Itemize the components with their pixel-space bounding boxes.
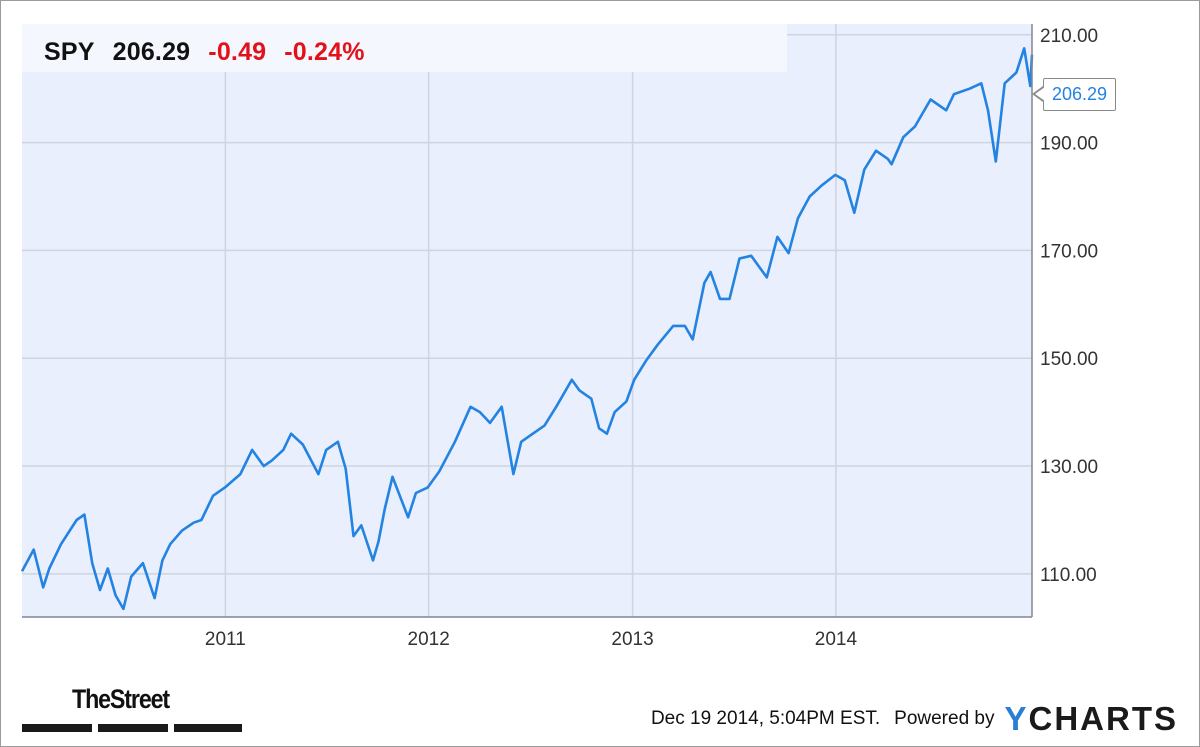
ycharts-logo-y: Y <box>1004 700 1029 737</box>
price-change: -0.49 <box>208 37 267 66</box>
price-series-line <box>20 46 1034 611</box>
y-tick-label: 130.00 <box>1040 457 1098 478</box>
y-tick-label: 150.00 <box>1040 349 1098 370</box>
last-price-marker: 206.29 <box>1031 78 1117 111</box>
x-tick-label: 2014 <box>815 629 858 650</box>
ycharts-logo-text: CHARTS <box>1028 700 1178 737</box>
quote-header-background <box>22 24 787 72</box>
x-tick-label: 2011 <box>205 629 246 650</box>
thestreet-logo: TheStreet <box>72 684 170 714</box>
powered-by-label: Powered by <box>894 708 995 729</box>
x-tick-label: 2013 <box>611 629 653 650</box>
timestamp: Dec 19 2014, 5:04PM EST. <box>650 708 881 729</box>
y-tick-label: 210.00 <box>1040 26 1098 47</box>
last-price: 206.29 <box>112 37 191 66</box>
ycharts-logo[interactable]: YCHARTS <box>1004 700 1178 738</box>
quote-header: SPY 206.29 -0.49 -0.24% <box>44 34 383 70</box>
y-tick-label: 170.00 <box>1040 241 1098 262</box>
y-tick-label: 110.00 <box>1040 565 1097 586</box>
series-layer <box>20 46 1034 611</box>
plot-area <box>22 24 1032 617</box>
x-tick-label: 2012 <box>408 629 450 650</box>
axes: 110.00 130.00 150.00 170.00 190.00 210.00 2011… <box>22 24 1098 650</box>
grid <box>22 24 1032 617</box>
y-tick-label: 190.00 <box>1040 134 1098 155</box>
price-change-percent: -0.24% <box>284 37 365 66</box>
footer: Dec 19 2014, 5:04PM EST. Powered by YCHA… <box>651 700 1178 738</box>
ticker-symbol: SPY <box>44 37 95 66</box>
